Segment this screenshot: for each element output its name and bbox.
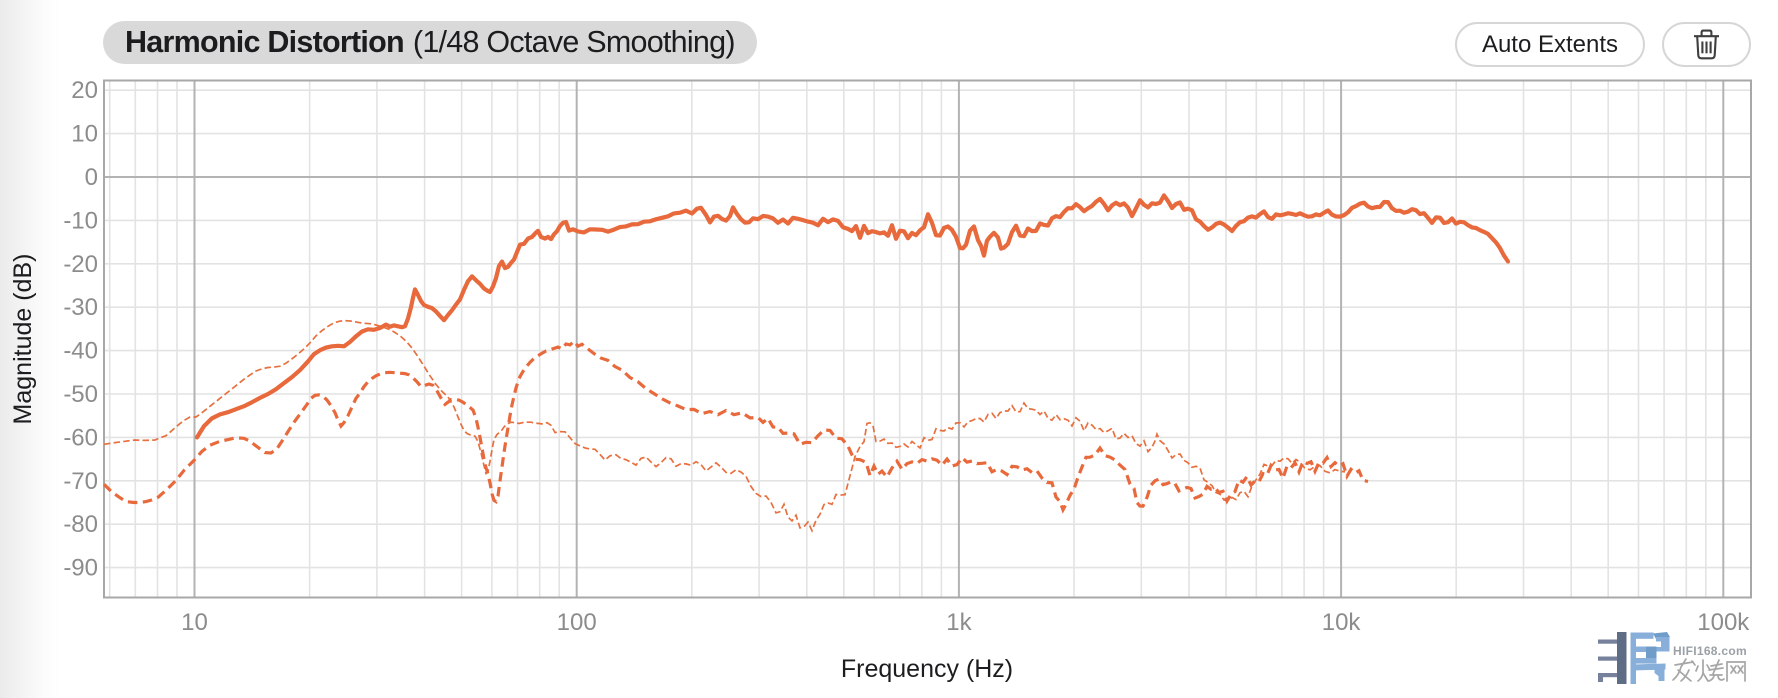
svg-text:-10: -10 [63,207,98,234]
svg-text:-40: -40 [63,338,98,365]
svg-text:Frequency (Hz): Frequency (Hz) [841,655,1013,683]
svg-text:-60: -60 [63,424,98,451]
svg-text:10: 10 [71,121,98,148]
svg-text:20: 20 [71,77,98,104]
svg-text:-30: -30 [63,294,98,321]
svg-text:-80: -80 [63,511,98,538]
svg-text:-50: -50 [63,381,98,408]
svg-text:HIFI168.com: HIFI168.com [1673,644,1747,658]
svg-text:-70: -70 [63,468,98,495]
svg-text:100: 100 [557,609,597,636]
svg-text:100k: 100k [1697,609,1750,636]
svg-text:-90: -90 [63,555,98,582]
svg-text:Magnitude (dB): Magnitude (dB) [9,254,37,425]
svg-text:-20: -20 [63,251,98,278]
svg-text:10k: 10k [1322,609,1362,636]
svg-text:0: 0 [85,164,98,191]
svg-text:1k: 1k [946,609,972,636]
svg-text:10: 10 [181,609,208,636]
